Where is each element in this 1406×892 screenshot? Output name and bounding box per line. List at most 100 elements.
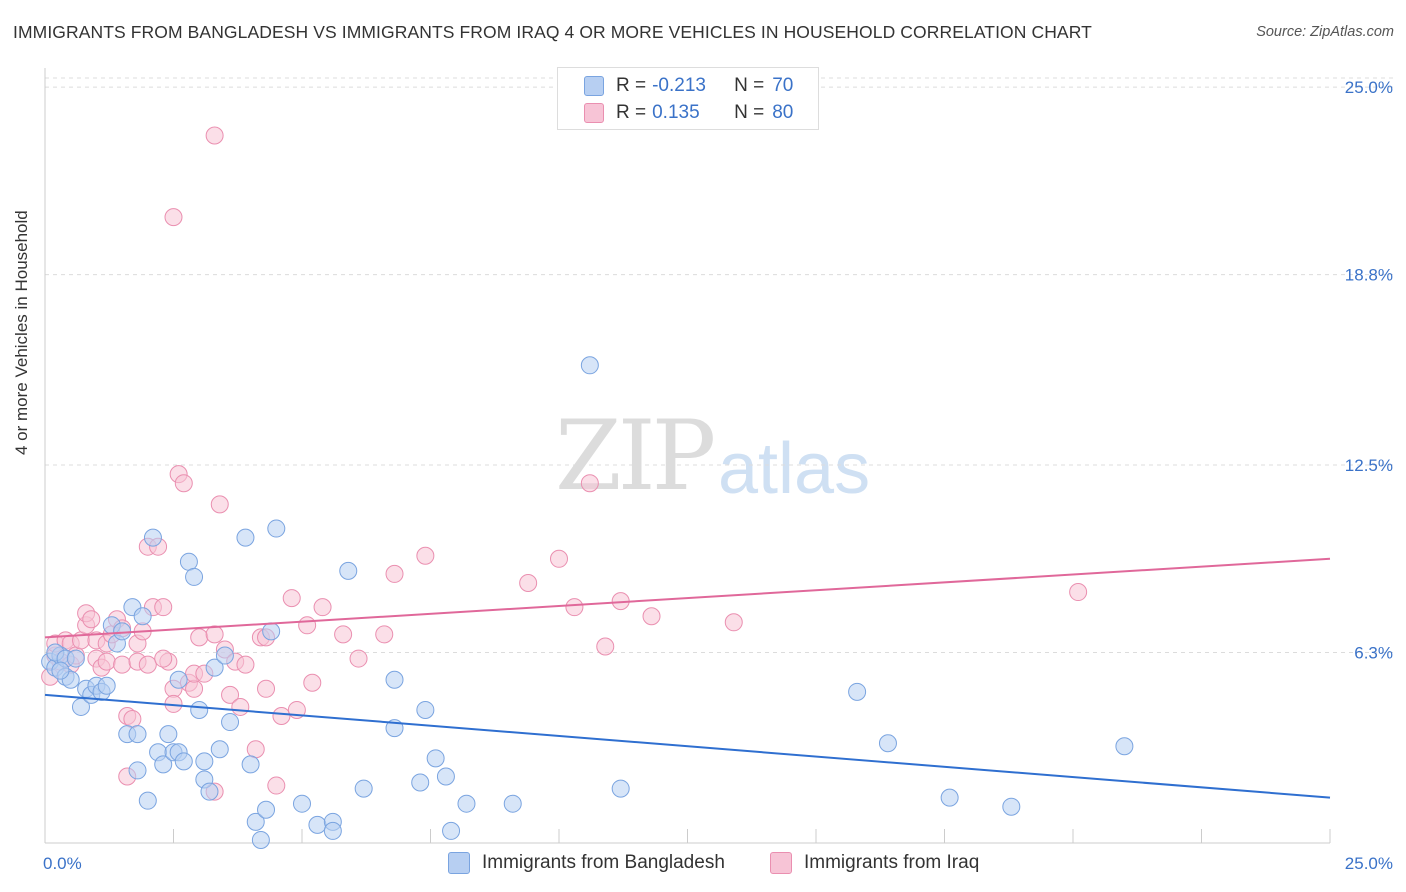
- iraq-point: [205, 625, 224, 644]
- bangladesh-point: [154, 755, 173, 774]
- bangladesh-point: [339, 561, 358, 580]
- bangladesh-point: [221, 713, 240, 732]
- bangladesh-point: [246, 812, 265, 831]
- iraq-point: [596, 637, 615, 656]
- iraq-point: [185, 679, 204, 698]
- watermark-zip: ZIP: [555, 400, 716, 512]
- bangladesh-swatch: [448, 852, 470, 874]
- bangladesh-point: [262, 622, 281, 641]
- iraq-point: [231, 697, 250, 716]
- legend-item-bangladesh[interactable]: Immigrants from Bangladesh: [448, 852, 725, 874]
- iraq-point: [97, 652, 116, 671]
- bangladesh-point: [940, 788, 959, 807]
- iraq-point: [282, 589, 301, 608]
- iraq-point: [519, 573, 538, 592]
- bangladesh-point: [128, 761, 147, 780]
- bangladesh-point: [195, 752, 214, 771]
- legend-item-iraq[interactable]: Immigrants from Iraq: [770, 852, 979, 874]
- stats-row-iraq: R = 0.135 N = 80: [584, 101, 793, 125]
- chart-title: IMMIGRANTS FROM BANGLADESH VS IMMIGRANTS…: [13, 22, 1092, 42]
- y-tick-label: 25.0%: [1345, 78, 1393, 97]
- y-tick-label: 12.5%: [1345, 456, 1393, 475]
- iraq-point: [221, 685, 240, 704]
- x-tick-label: 25.0%: [1345, 854, 1393, 873]
- iraq-trend-line: [44, 557, 1331, 639]
- iraq-point: [375, 625, 394, 644]
- iraq-point: [1069, 583, 1088, 602]
- bangladesh-point: [385, 670, 404, 689]
- iraq-point: [246, 740, 265, 759]
- bangladesh-point: [133, 607, 152, 626]
- iraq-point: [416, 546, 435, 565]
- bangladesh-point: [190, 700, 209, 719]
- bangladesh-point: [205, 658, 224, 677]
- iraq-point: [272, 707, 291, 726]
- iraq-point: [154, 598, 173, 617]
- bangladesh-point: [308, 815, 327, 834]
- iraq-point: [303, 673, 322, 692]
- iraq-point: [385, 564, 404, 583]
- iraq-swatch: [584, 103, 604, 123]
- bangladesh-point: [267, 519, 286, 538]
- iraq-point: [154, 649, 173, 668]
- bangladesh-point: [293, 794, 311, 813]
- bangladesh-point: [97, 676, 116, 695]
- bangladesh-point: [159, 725, 178, 744]
- iraq-point: [724, 613, 743, 632]
- watermark-atlas: atlas: [718, 429, 871, 509]
- bangladesh-point: [1002, 797, 1021, 816]
- bangladesh-point: [66, 649, 85, 668]
- bangladesh-point: [1115, 737, 1134, 756]
- bangladesh-point: [457, 794, 476, 813]
- n-value: 70: [772, 75, 794, 96]
- iraq-point: [580, 474, 599, 493]
- bangladesh-point: [138, 791, 157, 810]
- bangladesh-point: [354, 779, 373, 798]
- iraq-point: [267, 776, 286, 795]
- bangladesh-point: [878, 734, 897, 753]
- iraq-point: [123, 710, 142, 729]
- series-legend: Immigrants from Bangladesh Immigrants fr…: [0, 852, 1406, 878]
- bangladesh-point: [611, 779, 630, 798]
- n-label: N =: [734, 75, 765, 96]
- bangladesh-point: [323, 821, 342, 840]
- bangladesh-point: [257, 800, 276, 819]
- iraq-point: [298, 616, 317, 635]
- bangladesh-point: [580, 356, 599, 375]
- iraq-point: [642, 607, 661, 626]
- bangladesh-point: [185, 567, 204, 586]
- source-label: Source: ZipAtlas.com: [1256, 24, 1394, 40]
- bangladesh-point: [210, 740, 229, 759]
- stats-row-bangladesh: R = -0.213 N = 70: [584, 74, 793, 98]
- bangladesh-point: [426, 749, 445, 768]
- bangladesh-point: [442, 821, 461, 840]
- bangladesh-point: [128, 725, 147, 744]
- iraq-swatch: [770, 852, 792, 874]
- x-tick-label: 0.0%: [43, 854, 82, 873]
- n-label: N =: [734, 102, 765, 123]
- bangladesh-point: [416, 700, 435, 719]
- r-value: 0.135: [652, 102, 700, 123]
- iraq-point: [113, 655, 132, 674]
- bangladesh-point: [236, 528, 255, 547]
- iraq-point: [164, 208, 183, 227]
- legend-label-iraq: Immigrants from Iraq: [804, 852, 980, 873]
- iraq-point: [257, 679, 276, 698]
- bangladesh-point: [241, 755, 260, 774]
- bangladesh-point: [200, 782, 219, 801]
- r-value: -0.213: [652, 75, 706, 96]
- y-axis-label: 4 or more Vehicles in Household: [12, 210, 31, 455]
- iraq-point: [550, 549, 568, 568]
- iraq-point: [138, 655, 157, 674]
- bangladesh-point: [436, 767, 455, 786]
- iraq-point: [82, 610, 101, 629]
- bangladesh-point: [169, 670, 188, 689]
- iraq-point: [205, 126, 224, 145]
- r-label: R =: [616, 75, 647, 96]
- iraq-point: [349, 649, 368, 668]
- iraq-point: [190, 628, 209, 647]
- bangladesh-point: [411, 773, 430, 792]
- iraq-point: [210, 495, 229, 514]
- iraq-point: [174, 474, 193, 493]
